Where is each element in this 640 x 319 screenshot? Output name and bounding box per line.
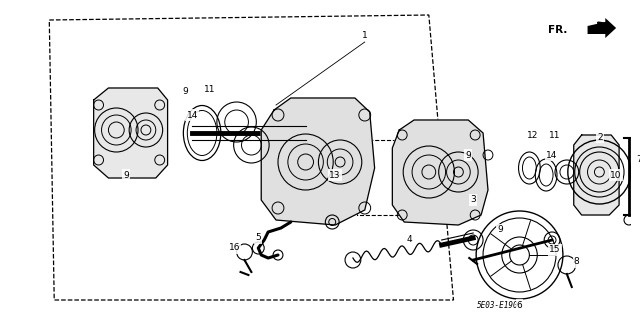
Text: 12: 12 [527,130,538,139]
Text: 9: 9 [182,87,188,97]
Text: 11: 11 [549,130,561,139]
Text: 5: 5 [255,234,261,242]
Text: 9: 9 [124,170,129,180]
Text: 9: 9 [465,151,471,160]
Polygon shape [93,88,168,178]
Text: 10: 10 [611,170,622,180]
Text: 14: 14 [547,151,557,160]
Text: 11: 11 [204,85,216,94]
Text: 14: 14 [186,110,198,120]
Text: 9: 9 [497,226,502,234]
Text: 13: 13 [330,170,341,180]
Text: FR.: FR. [548,25,568,35]
Text: 16: 16 [229,243,241,253]
Text: 6: 6 [516,300,522,309]
Text: 5E03-E1901: 5E03-E1901 [477,301,523,310]
Polygon shape [573,135,619,215]
Text: 8: 8 [574,257,580,266]
Text: 7: 7 [636,155,640,165]
Text: 15: 15 [549,246,561,255]
Text: 4: 4 [406,235,412,244]
Text: 3: 3 [470,196,476,204]
Polygon shape [261,98,374,225]
Text: 1: 1 [362,31,367,40]
Text: 2: 2 [598,132,603,142]
Polygon shape [588,18,616,38]
Polygon shape [392,120,488,225]
